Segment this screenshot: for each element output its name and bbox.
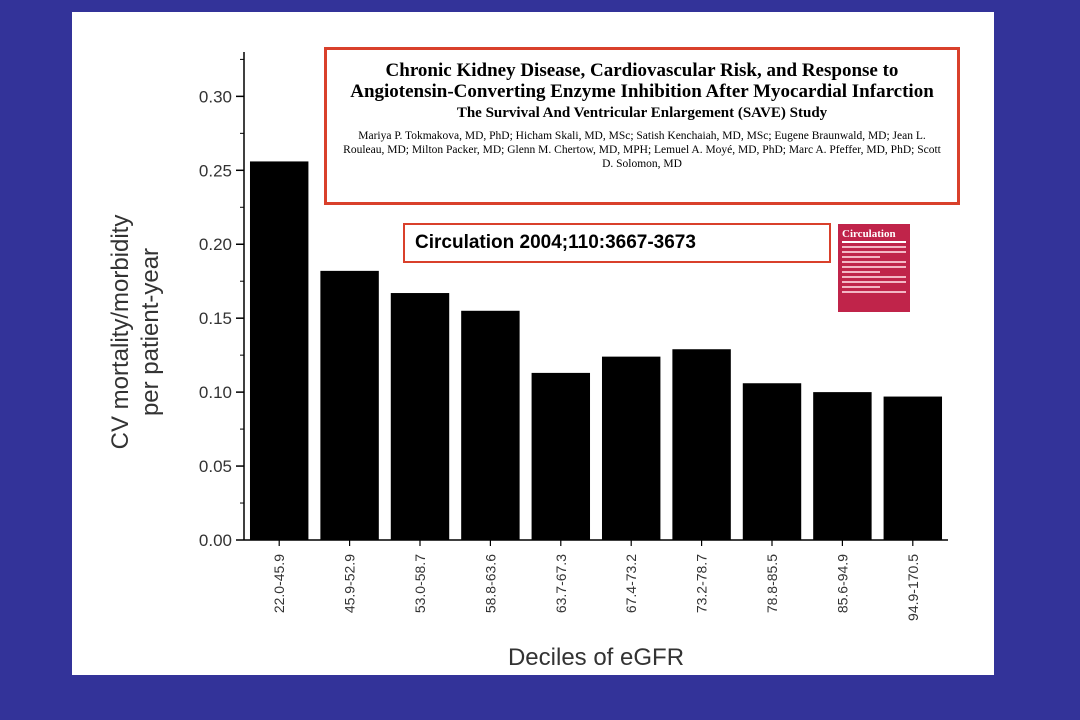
- slide-panel: 0.00 0.05 0.10 0.15 0.20 0.25 0.30 22.0-45.9 45.…: [72, 12, 994, 675]
- bar-94.9-170.5: [883, 396, 943, 540]
- y-tick-label: 0.20: [199, 235, 232, 254]
- bar-85.6-94.9: [813, 392, 872, 540]
- y-tick-label: 0.10: [199, 383, 232, 402]
- journal-cover-lines: [842, 246, 906, 293]
- y-axis-label-line-2: per patient-year: [137, 248, 164, 416]
- x-tick-label: 78.8-85.5: [764, 554, 780, 613]
- bar-45.9-52.9: [320, 270, 379, 540]
- x-tick-label: 22.0-45.9: [271, 554, 287, 613]
- bar-22.0-45.9: [249, 161, 309, 540]
- bar-78.8-85.5: [742, 383, 802, 540]
- x-tick-label: 63.7-67.3: [553, 554, 569, 613]
- y-axis-label-line-1: CV mortality/morbidity: [107, 215, 134, 450]
- y-tick-label: 0.05: [199, 457, 232, 476]
- x-tick-label: 73.2-78.7: [694, 554, 710, 613]
- y-tick-label: 0.00: [199, 531, 232, 550]
- bar-67.4-73.2: [601, 356, 661, 540]
- x-tick-label: 94.9-170.5: [905, 554, 921, 621]
- bar-73.2-78.7: [672, 349, 731, 540]
- x-axis-label: Deciles of eGFR: [508, 644, 684, 671]
- x-tick-label: 67.4-73.2: [623, 554, 639, 613]
- bar-53.0-58.7: [390, 293, 450, 540]
- bar-58.8-63.6: [461, 310, 520, 540]
- paper-authors: Mariya P. Tokmakova, MD, PhD; Hicham Ska…: [343, 130, 941, 170]
- y-tick-label: 0.15: [199, 309, 232, 328]
- x-tick-label: 85.6-94.9: [834, 554, 850, 613]
- y-tick-label: 0.30: [199, 87, 232, 106]
- journal-cover-image: Circulation: [838, 224, 910, 312]
- paper-title: Chronic Kidney Disease, Cardiovascular R…: [350, 60, 934, 102]
- journal-citation: Circulation 2004;110:3667-3673: [403, 223, 831, 263]
- bar-chart: 0.00 0.05 0.10 0.15 0.20 0.25 0.30 22.0-45.9 45.…: [107, 52, 948, 671]
- x-tick-label: 58.8-63.6: [482, 554, 498, 613]
- journal-cover-title: Circulation: [842, 228, 906, 243]
- bar-63.7-67.3: [531, 372, 591, 540]
- x-tick-label: 53.0-58.7: [412, 554, 428, 613]
- x-tick-label: 45.9-52.9: [342, 554, 358, 613]
- y-tick-label: 0.25: [199, 161, 232, 180]
- paper-subtitle: The Survival And Ventricular Enlargement…: [456, 105, 828, 121]
- paper-citation-box: Chronic Kidney Disease, Cardiovascular R…: [324, 47, 960, 205]
